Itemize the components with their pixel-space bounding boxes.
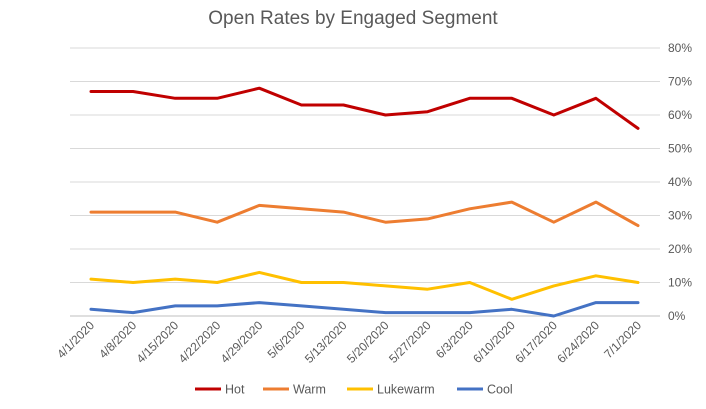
y-tick-label: 60% [668,108,692,122]
gridlines [70,47,660,317]
x-tick-label: 5/20/2020 [344,318,392,366]
series-line-hot [89,86,640,130]
y-tick-label: 40% [668,175,692,189]
x-tick-label: 5/6/2020 [265,318,308,361]
series-line-lukewarm [89,270,640,301]
chart-title: Open Rates by Engaged Segment [208,8,498,29]
x-tick-label: 5/13/2020 [302,318,350,366]
legend-label-lukewarm: Lukewarm [377,383,435,397]
x-axis-tick-labels: 4/1/2020 4/8/20204/15/20204/22/20204/29/2… [54,318,644,366]
x-tick-label: 6/10/2020 [470,318,518,366]
x-tick-label: 6/24/2020 [554,318,602,366]
x-tick-label: 7/1/2020 [601,318,644,361]
x-tick-label: 6/17/2020 [512,318,560,366]
x-tick-label: 6/3/2020 [433,318,476,361]
y-tick-label: 30% [668,209,692,223]
x-tick-label: 4/29/2020 [218,318,266,366]
legend: Hot Warm Lukewarm Cool [195,383,513,397]
legend-label-cool: Cool [487,383,513,397]
x-tick-label: 4/15/2020 [134,318,182,366]
legend-label-warm: Warm [293,383,326,397]
y-axis-tick-labels: 0% 10% 20% 30% 40% 50% 60% 70% 80% [668,41,692,323]
series-lines [89,86,640,318]
x-tick-label: 4/22/2020 [176,318,224,366]
x-tick-label: 4/8/2020 [96,318,139,361]
y-tick-label: 70% [668,75,692,89]
y-tick-label: 50% [668,142,692,156]
y-tick-label: 20% [668,242,692,256]
y-tick-label: 10% [668,276,692,290]
series-line-cool [89,301,640,318]
x-tick-label: 4/1/2020 [54,318,97,361]
x-tick-label: 5/27/2020 [386,318,434,366]
legend-label-hot: Hot [225,383,245,397]
series-line-warm [89,200,640,228]
y-tick-label: 0% [668,309,686,323]
y-tick-label: 80% [668,41,692,55]
